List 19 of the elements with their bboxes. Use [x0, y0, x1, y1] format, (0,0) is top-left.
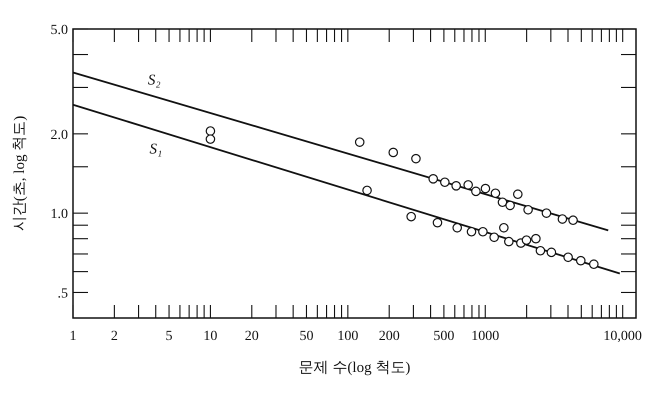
x-tick-label: 100	[337, 329, 358, 344]
x-tick-label: 200	[378, 329, 400, 344]
x-tick-label: 10,000	[603, 329, 642, 344]
y-tick-label: .5	[58, 286, 68, 302]
x-tick-label: 1	[70, 329, 76, 344]
y-axis-title: 시간(초, log 척도)	[12, 116, 28, 232]
x-tick-label: 1000	[471, 329, 500, 344]
x-tick-label: 5	[166, 329, 173, 344]
x-tick-label: 20	[244, 329, 259, 344]
y-tick-label: 2.0	[50, 128, 68, 143]
x-tick-label: 500	[433, 329, 454, 344]
y-tick-label: 1.0	[50, 207, 68, 222]
y-tick-label: 5.0	[50, 23, 68, 38]
x-tick-label: 10	[203, 329, 218, 344]
series-label: S₁	[150, 141, 162, 158]
series-label: S₂	[148, 72, 161, 89]
x-tick-label: 50	[299, 329, 314, 344]
x-tick-label: 2	[110, 329, 118, 344]
x-axis-title: 문제 수(log 척도)	[298, 360, 410, 376]
